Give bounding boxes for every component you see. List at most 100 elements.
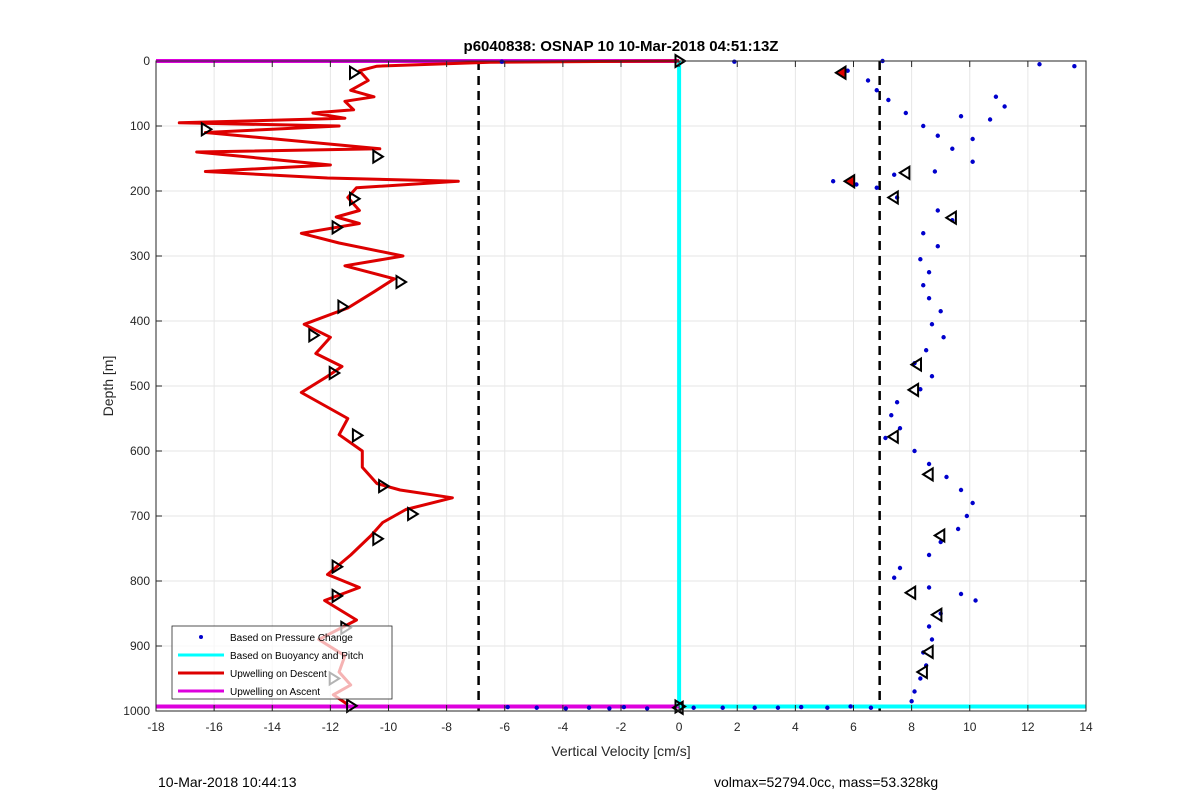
x-tick-label: 12 [1021,720,1035,734]
pressure-change-point [993,94,999,99]
pressure-change-point [912,448,917,454]
x-tick-label: -12 [322,720,340,734]
pressure-change-point [1002,104,1007,109]
pressure-change-point [534,705,539,710]
x-tick-label: 4 [792,720,799,734]
ascent-marker [886,189,899,206]
legend-label: Based on Pressure Change [230,633,353,644]
pressure-change-point [1072,63,1077,69]
pressure-change-point [720,705,725,710]
descent-marker [372,148,385,165]
pressure-change-point [848,704,853,709]
descent-marker [331,588,345,604]
pressure-change-point [970,500,975,506]
y-tick-label: 500 [130,379,150,393]
pressure-change-point [950,146,955,151]
pressure-change-point [886,97,891,103]
x-axis-title: Vertical Velocity [cm/s] [551,743,690,759]
pressure-change-point [830,179,836,184]
pressure-change-point [958,114,964,119]
legend-entries: Based on Pressure Change Based on Buoyanc… [178,633,363,698]
descent-marker [378,478,391,494]
ascent-marker [834,64,847,81]
ascent-marker [897,164,911,181]
pressure-change-point [955,526,961,532]
descent-marker [349,190,362,207]
pressure-change-point [973,598,978,603]
pressure-change-point [941,335,946,340]
ascent-marker [842,173,856,190]
legend-label: Upwelling on Descent [230,669,327,680]
x-tick-label: 2 [734,720,741,734]
pressure-change-point [644,706,650,711]
legend-label: Upwelling on Ascent [230,687,320,698]
pressure-change-point [891,575,897,580]
y-tick-label: 400 [130,314,150,328]
y-tick-label: 0 [143,54,150,68]
axis-ticks: -18 -16 -14 -12 -10 -8 -6 -4 -2 0 2 4 6 8 10 12 14 0 100 20… [123,54,1093,734]
pressure-change-point [921,123,926,129]
pressure-change-point [889,413,894,418]
descent-marker [372,530,385,547]
pressure-change-point [926,552,932,558]
ascent-marker [906,382,920,398]
pressure-change-point [854,182,859,187]
x-tick-label: 6 [850,720,857,734]
pressure-change-point [964,513,970,519]
descent-marker [407,506,420,522]
pressure-change-point [918,676,923,681]
descent-profile-line [177,59,680,706]
legend-swatch-dot [199,635,203,639]
x-tick-label: -16 [205,720,223,734]
pressure-change-point [938,309,943,314]
pressure-change-point [798,704,804,710]
pressure-change-point [868,705,874,710]
descent-marker [308,327,321,344]
pressure-change-point [894,400,900,405]
legend-box [171,625,393,700]
plot-area: -18 -16 -14 -12 -10 -8 -6 -4 -2 0 2 4 6 8 10 12 14 0 100 20… [123,53,1093,734]
legend-label: Based on Buoyancy and Pitch [230,651,363,662]
pressure-change-point [970,136,975,142]
pressure-change-point [607,706,612,711]
chart-title: p6040838: OSNAP 10 10-Mar-2018 04:51:13Z [464,38,779,55]
x-tick-label: -6 [499,720,510,734]
ascent-marker [921,466,934,483]
pressure-change-point [926,585,932,590]
pressure-change-point [909,699,914,704]
pressure-change-point [865,78,871,83]
pressure-change-point [874,185,879,190]
x-tick-label: 14 [1079,720,1093,734]
ascent-marker [921,644,934,660]
x-tick-label: -14 [264,720,282,734]
x-tick-label: -2 [616,720,627,734]
descent-marker [331,219,345,236]
pressure-change-point [897,426,903,431]
pressure-change-point [918,257,923,262]
footer-float-params: volmax=52794.0cc, mass=53.328kg [714,774,939,790]
pressure-change-point [891,172,897,177]
pressure-change-point [912,689,917,694]
threshold-lines [477,61,881,711]
descent-marker [337,298,350,315]
ascent-marker [929,606,943,623]
descent-marker [200,121,214,138]
x-tick-label: 10 [963,720,977,734]
pressure-change-point [918,387,923,392]
pressure-change-point [775,705,781,710]
y-tick-label: 100 [130,119,150,133]
pressure-change-point [883,435,888,441]
pressure-change-point [929,322,935,327]
x-tick-label: -4 [558,720,569,734]
pressure-change-point [1037,62,1042,67]
pressure-change-point [505,704,510,710]
pressure-change-point [897,565,903,571]
descent-marker [351,427,365,444]
pressure-change-point [825,705,830,710]
pressure-change-point [691,705,696,710]
pressure-change-point [935,133,940,138]
pressure-change-point [926,461,932,467]
pressure-change-point [987,117,993,122]
pressure-change-point [932,169,938,174]
